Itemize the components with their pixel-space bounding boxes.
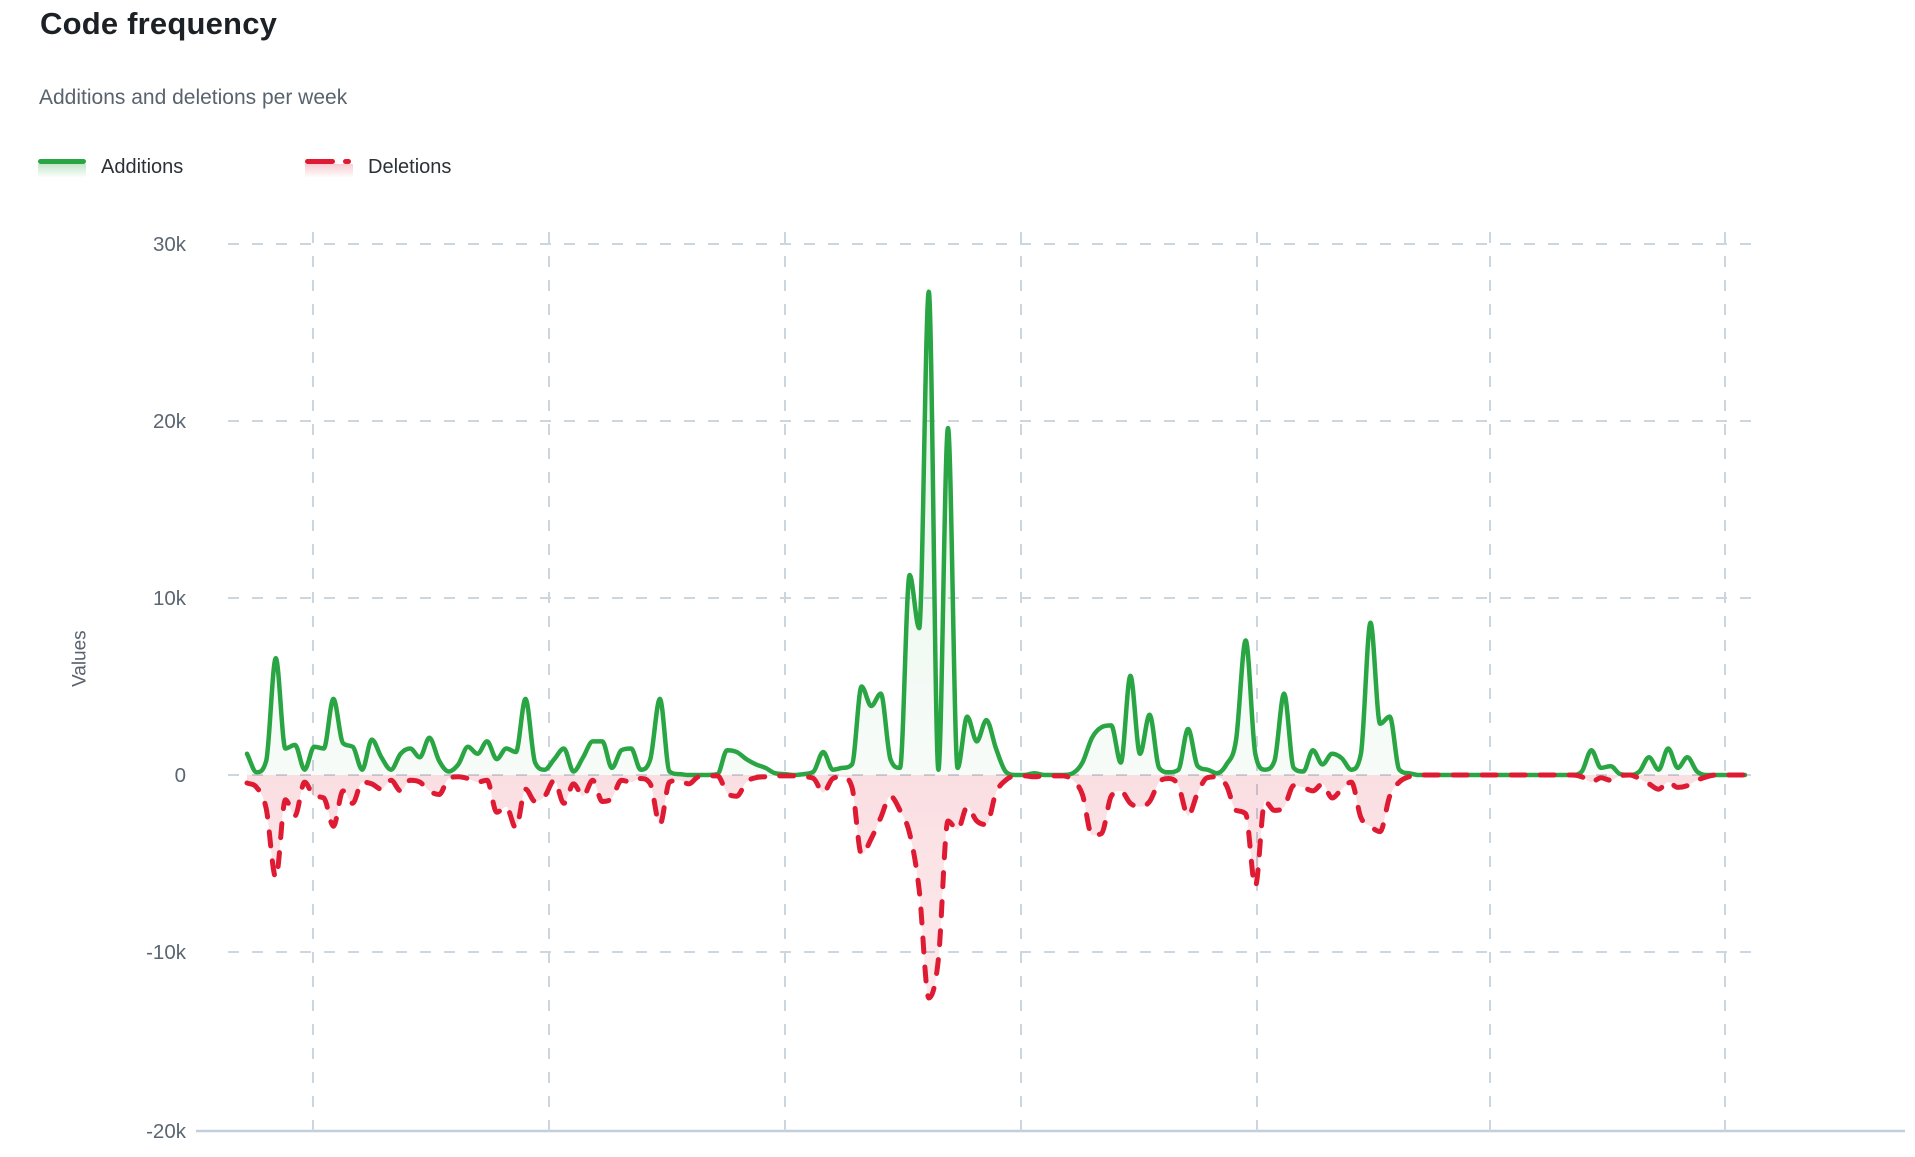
legend-label-additions: Additions [101,156,184,178]
y-tick-label: -20k [146,1120,187,1143]
additions-line-swatch-icon [38,159,86,181]
legend-item-deletions: Deletions [305,150,451,184]
y-tick-label: 20k [153,410,187,433]
additions-area [247,291,1745,775]
legend-label-deletions: Deletions [368,156,452,178]
y-tick-label: 0 [175,764,186,787]
page-subtitle: Additions and deletions per week [39,86,348,109]
deletions-line [244,772,1748,1001]
page-title: Code frequency [40,6,278,41]
legend-item-additions: Additions [38,150,183,184]
y-tick-label: 10k [153,587,187,610]
deletions-dashed-line-swatch-icon [305,159,353,181]
additions-line [244,289,1748,778]
deletions-area [247,775,1745,998]
y-tick-label: 30k [153,233,187,256]
y-tick-label: -10k [146,941,187,964]
